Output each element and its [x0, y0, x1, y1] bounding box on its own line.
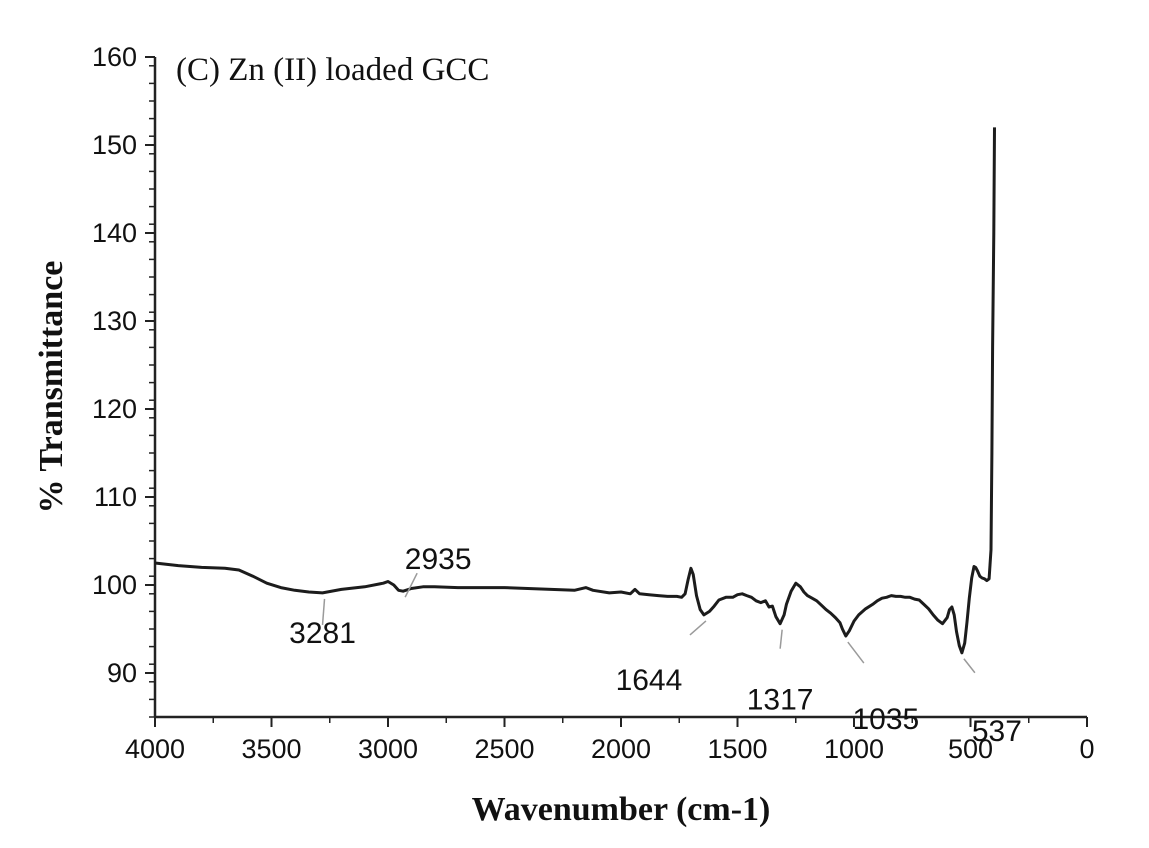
peak-label: 1035: [852, 703, 919, 736]
x-tick-label: 2000: [591, 734, 651, 764]
chart-title: (C) Zn (II) loaded GCC: [176, 52, 489, 88]
annotation-leader: [404, 572, 418, 598]
x-tick-label: 2500: [474, 734, 534, 764]
y-tick-label: 120: [92, 394, 137, 424]
x-tick-label: 3500: [241, 734, 301, 764]
x-axis-title: Wavenumber (cm-1): [472, 791, 771, 828]
y-tick-label: 140: [92, 218, 137, 248]
annotation-leader: [321, 598, 326, 625]
y-tick-label: 110: [94, 482, 137, 512]
x-tick-label: 1000: [824, 734, 884, 764]
y-tick-label: 90: [107, 658, 137, 688]
annotation-leader: [689, 620, 707, 636]
x-tick-label: 3000: [358, 734, 418, 764]
annotation-leader: [847, 641, 865, 664]
x-axis-ticks: 4000 3500 3000 2500 2000 1500 1000 500 0: [125, 717, 1095, 764]
x-tick-label: 0: [1079, 734, 1094, 764]
peak-label: 3281: [289, 617, 356, 650]
annotation-leader: [779, 629, 783, 649]
y-tick-label: 160: [92, 42, 137, 72]
peak-label: 1644: [616, 664, 683, 697]
y-axis-title: % Transmittance: [33, 261, 70, 514]
y-tick-label: 130: [92, 306, 137, 336]
x-tick-label: 4000: [125, 734, 185, 764]
y-tick-label: 150: [92, 130, 137, 160]
x-tick-label: 500: [948, 734, 993, 764]
annotation-leader: [963, 658, 976, 674]
peak-label: 2935: [405, 543, 472, 576]
series-line: [154, 127, 996, 655]
y-tick-label: 100: [92, 570, 137, 600]
x-tick-label: 1500: [707, 734, 767, 764]
peak-label: 537: [972, 715, 1022, 748]
y-axis-ticks: 90 100 110 120 130 140 150 160: [92, 42, 155, 718]
series-group: [154, 127, 996, 655]
annotation-group: 3281 2935 1644 1317 1035 537: [289, 543, 1022, 748]
peak-label: 1317: [747, 684, 814, 717]
